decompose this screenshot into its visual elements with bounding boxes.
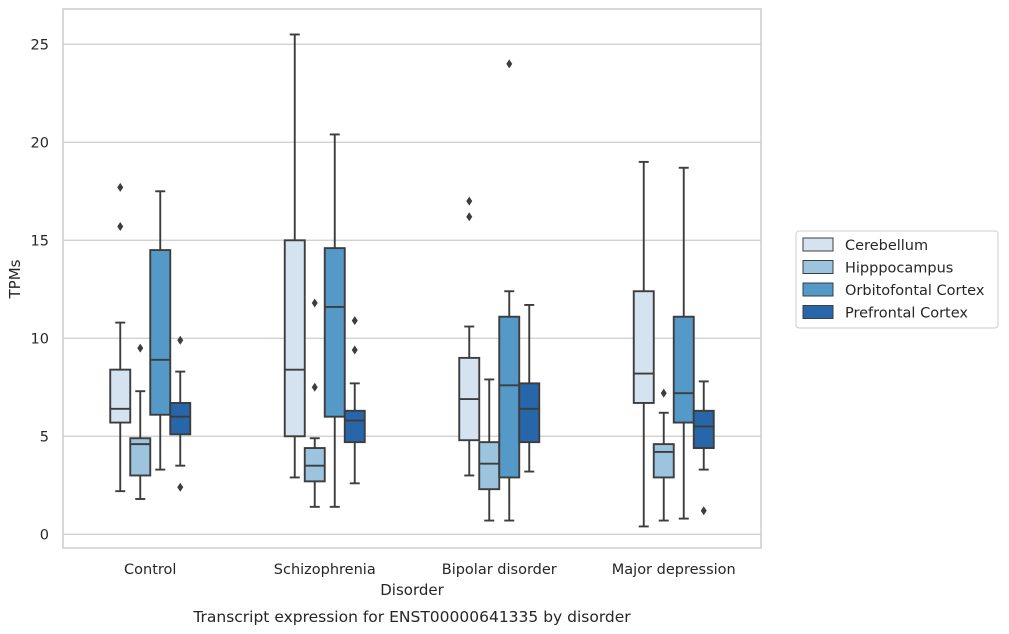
box-iqr xyxy=(129,437,152,477)
x-tick-label: Control xyxy=(124,562,176,578)
outlier-marker xyxy=(117,222,124,232)
legend-swatch xyxy=(802,260,834,274)
legend-label: Prefrontal Cortex xyxy=(845,306,968,322)
x-axis-label: Disorder xyxy=(380,581,444,599)
outlier-marker xyxy=(466,196,473,206)
box-plot xyxy=(149,190,172,471)
box-plot xyxy=(169,335,192,492)
y-tick-label: 25 xyxy=(31,37,49,53)
box-plot xyxy=(323,133,346,508)
y-tick-label: 15 xyxy=(31,233,49,249)
legend-item: Cerebellum xyxy=(802,237,928,254)
y-tick-label: 5 xyxy=(40,429,49,445)
outlier-marker xyxy=(466,212,473,222)
y-tick-label: 20 xyxy=(31,135,49,151)
box-plot xyxy=(478,378,501,522)
x-axis-ticks: Control Schizophrenia Bipolar disorder Majo… xyxy=(124,562,736,578)
box-iqr xyxy=(323,247,346,418)
box-iqr xyxy=(478,441,501,491)
chart-caption: Transcript expression for ENST0000064133… xyxy=(192,608,631,626)
box-plot xyxy=(303,298,326,508)
box-iqr xyxy=(169,402,192,436)
box-plot xyxy=(498,59,521,522)
box-plot xyxy=(109,182,132,493)
legend-item: Prefrontal Cortex xyxy=(802,305,968,322)
box-iqr xyxy=(632,290,655,404)
box-iqr xyxy=(652,443,675,479)
box-iqr xyxy=(343,409,366,444)
outlier-marker xyxy=(660,388,667,398)
legend-swatch xyxy=(802,237,834,252)
outlier-marker xyxy=(117,182,124,192)
outlier-marker xyxy=(177,482,184,492)
y-tick-label: 10 xyxy=(31,331,49,347)
box-group xyxy=(283,33,366,508)
box-iqr xyxy=(303,447,326,483)
y-axis-label: TPMs xyxy=(6,259,24,299)
box-plot xyxy=(518,304,541,473)
box-group xyxy=(458,59,541,522)
legend-item: Hipppocampus xyxy=(802,260,953,277)
box-iqr xyxy=(518,382,541,444)
box-group xyxy=(632,160,715,528)
legend-frame xyxy=(795,230,999,329)
legend-label: Cerebellum xyxy=(845,238,928,254)
box-plot xyxy=(283,33,306,479)
y-tick-label: 0 xyxy=(40,527,49,543)
box-plot xyxy=(632,160,655,528)
outlier-marker xyxy=(351,316,358,326)
outlier-marker xyxy=(311,298,318,308)
outlier-marker xyxy=(137,343,144,353)
box-iqr xyxy=(498,315,521,479)
box-plot xyxy=(652,388,675,522)
plot-frame xyxy=(62,8,762,549)
x-tick-label: Major depression xyxy=(612,562,736,578)
box-iqr xyxy=(109,368,132,424)
box-plot xyxy=(458,196,481,477)
x-tick-label: Schizophrenia xyxy=(274,562,376,578)
box-iqr xyxy=(692,409,715,449)
legend-label: Hipppocampus xyxy=(845,261,953,277)
box-group xyxy=(109,182,192,500)
y-axis-ticks: 0 5 10 15 20 25 xyxy=(31,37,49,543)
x-tick-label: Bipolar disorder xyxy=(442,562,557,578)
legend: Cerebellum Hipppocampus Orbitofontal Corte… xyxy=(795,230,999,329)
box-plot xyxy=(129,343,152,500)
box-plot xyxy=(692,380,715,516)
legend-swatch xyxy=(802,282,834,297)
box-plot xyxy=(343,316,366,485)
legend-label: Orbitofontal Cortex xyxy=(845,283,985,299)
outlier-marker xyxy=(506,59,513,69)
box-iqr xyxy=(283,239,306,438)
legend-swatch xyxy=(802,305,834,319)
box-plot xyxy=(672,166,695,520)
box-groups xyxy=(109,33,715,528)
box-iqr xyxy=(672,315,695,424)
outlier-marker xyxy=(351,345,358,355)
legend-item: Orbitofontal Cortex xyxy=(802,282,985,299)
box-iqr xyxy=(149,249,172,416)
outlier-marker xyxy=(700,506,707,516)
outlier-marker xyxy=(177,335,184,345)
outlier-marker xyxy=(311,382,318,392)
